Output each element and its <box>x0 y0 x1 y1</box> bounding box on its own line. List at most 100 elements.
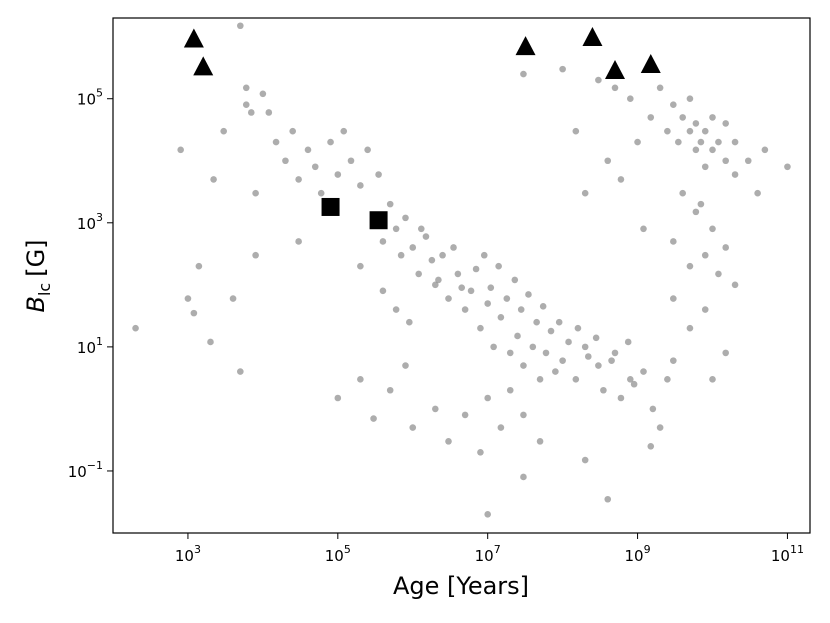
data-point <box>409 244 417 251</box>
y-tick-label: 105 <box>77 87 103 109</box>
data-point <box>520 411 527 419</box>
data-point <box>679 114 686 121</box>
data-point <box>207 338 214 346</box>
data-point <box>692 146 700 154</box>
data-point <box>370 415 377 422</box>
data-point <box>497 313 505 321</box>
x-tick-label: 105 <box>325 543 351 565</box>
y-tick-exp: 5 <box>96 87 103 100</box>
data-point <box>709 146 716 154</box>
y-tick-exp: 3 <box>96 211 103 224</box>
data-point <box>379 238 387 245</box>
points-layer <box>132 22 791 518</box>
triangle-marker <box>515 36 536 56</box>
data-point <box>402 362 409 369</box>
x-tick-label: 107 <box>475 543 501 565</box>
data-point <box>600 386 607 394</box>
data-point <box>686 324 694 332</box>
data-point <box>686 127 694 135</box>
data-point <box>592 334 600 342</box>
data-point <box>529 343 537 351</box>
data-point <box>536 438 544 445</box>
data-point <box>392 306 400 313</box>
x-tick-exp: 11 <box>790 543 804 556</box>
data-point <box>559 65 566 73</box>
data-point <box>692 208 700 216</box>
data-point <box>480 251 488 259</box>
data-point <box>467 287 475 295</box>
data-point <box>406 318 413 326</box>
y-tick-base: 10 <box>68 463 87 481</box>
y-axis-label: Blc [G] <box>22 239 54 312</box>
data-point <box>334 394 342 402</box>
data-point <box>237 368 244 375</box>
data-point <box>317 189 325 197</box>
data-point <box>327 138 334 146</box>
data-point <box>311 163 319 171</box>
y-tick-exp: 1 <box>96 335 103 348</box>
data-point <box>572 127 580 135</box>
data-point <box>477 324 484 332</box>
x-tick-base: 10 <box>625 547 644 565</box>
data-point <box>428 256 436 264</box>
data-point <box>445 295 452 302</box>
data-point <box>559 357 566 364</box>
data-point <box>497 424 505 431</box>
data-point <box>617 394 625 402</box>
data-point <box>357 376 364 383</box>
data-point <box>450 244 457 251</box>
data-point <box>364 146 371 154</box>
data-point <box>640 368 647 375</box>
data-point <box>581 343 589 351</box>
data-point <box>511 276 519 284</box>
x-axis-label: Age [Years] <box>393 572 529 600</box>
data-point <box>386 386 394 394</box>
data-point <box>649 405 657 413</box>
data-point <box>265 109 273 116</box>
data-point <box>237 22 244 30</box>
data-point <box>242 84 250 92</box>
data-point <box>379 287 387 295</box>
data-point <box>495 262 502 270</box>
data-point <box>454 270 462 278</box>
y-tick-label: 10−1 <box>68 459 103 481</box>
data-point <box>617 176 625 183</box>
x-tick-base: 10 <box>325 547 344 565</box>
data-point <box>722 349 729 357</box>
triangle-marker <box>605 59 626 79</box>
data-point <box>715 138 722 146</box>
data-point <box>731 171 739 178</box>
data-point <box>506 386 514 394</box>
x-tick-label: 109 <box>625 543 651 565</box>
data-point <box>565 338 572 346</box>
data-point <box>656 84 664 92</box>
data-point <box>701 306 709 313</box>
data-point <box>252 251 259 259</box>
data-point <box>422 233 430 240</box>
plot-area <box>112 17 811 534</box>
y-tick-base: 10 <box>77 339 96 357</box>
data-point <box>295 238 302 245</box>
data-point <box>484 300 491 307</box>
data-point <box>487 284 495 291</box>
triangle-marker <box>640 53 661 73</box>
data-point <box>375 171 382 178</box>
data-point <box>229 295 237 302</box>
x-tick-base: 10 <box>175 547 194 565</box>
data-point <box>572 376 580 383</box>
y-axis-label-unit: [G] <box>22 239 50 276</box>
data-point <box>722 120 729 127</box>
y-tick-label: 103 <box>77 211 103 233</box>
x-tick-label: 103 <box>175 543 201 565</box>
data-point <box>784 163 791 171</box>
data-point <box>347 157 355 165</box>
data-point <box>574 324 582 332</box>
y-tick-base: 10 <box>77 91 96 109</box>
data-point <box>484 394 491 402</box>
data-point <box>461 411 469 419</box>
data-point <box>701 127 709 135</box>
data-point <box>415 270 422 278</box>
data-point <box>220 127 227 135</box>
